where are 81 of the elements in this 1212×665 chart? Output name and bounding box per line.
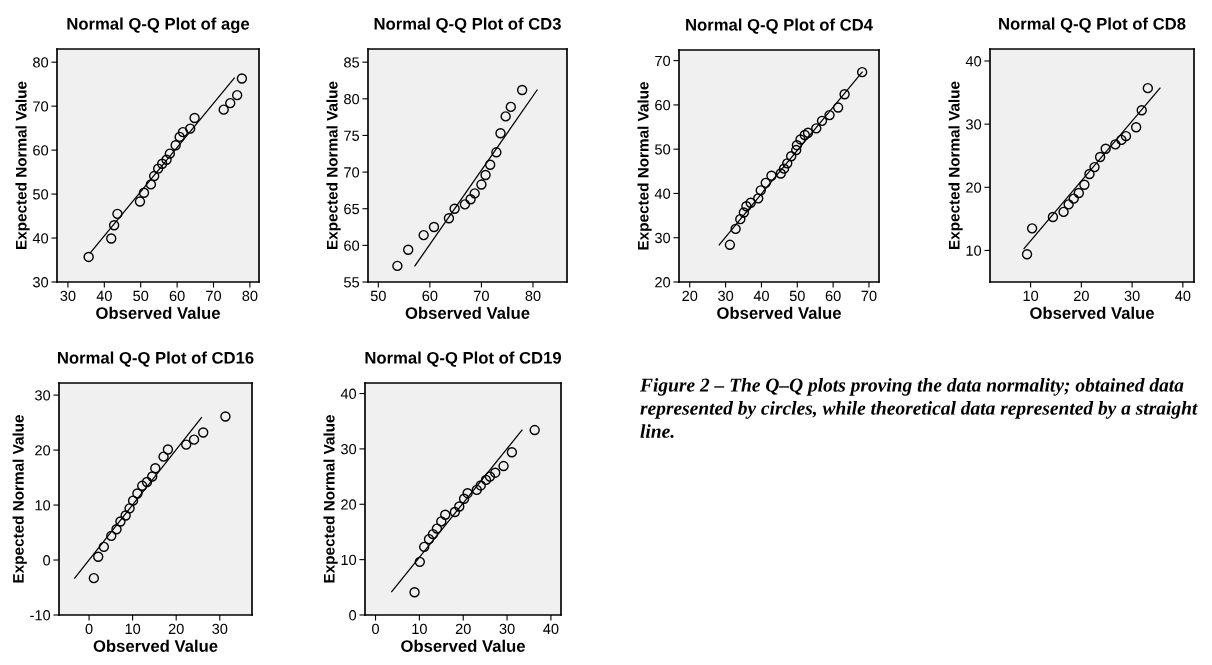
chart-title: Normal Q-Q Plot of age: [67, 17, 250, 34]
y-tick-label: 40: [965, 56, 982, 67]
y-tick-label: 40: [654, 188, 671, 199]
y-tick-label: 30: [33, 277, 49, 288]
y-tick-label: -10: [30, 610, 51, 621]
x-tick-label: 50: [789, 290, 805, 302]
y-tick-label: 65: [344, 203, 360, 215]
y-axis-title: Expected Normal Value: [15, 81, 30, 249]
x-tick-label: 10: [1023, 290, 1039, 302]
x-axis-title: Observed Value: [717, 306, 841, 319]
x-tick-label: 40: [96, 290, 112, 302]
y-tick-label: 0: [43, 555, 51, 566]
y-tick-label: 70: [33, 101, 49, 112]
x-axis-title: Observed Value: [401, 639, 525, 652]
x-tick-label: 50: [133, 290, 149, 302]
y-tick-label: 70: [655, 55, 671, 67]
x-tick-label: 10: [125, 623, 141, 635]
x-tick-label: 30: [718, 290, 734, 302]
x-tick-label: 0: [85, 623, 93, 635]
y-axis-title: Expected Normal Value: [323, 415, 338, 583]
x-tick-label: 60: [422, 290, 438, 302]
x-tick-label: 30: [499, 623, 515, 635]
y-tick-label: 10: [966, 245, 982, 256]
x-tick-label: 40: [753, 290, 769, 302]
y-tick-label: 20: [655, 277, 671, 288]
y-tick-label: 70: [344, 167, 360, 178]
y-tick-label: 60: [655, 100, 671, 111]
x-tick-label: 40: [1175, 290, 1191, 302]
x-tick-label: 20: [1073, 290, 1089, 302]
y-tick-label: 30: [966, 119, 982, 130]
y-tick-label: 30: [655, 232, 671, 244]
x-tick-label: 0: [372, 623, 380, 635]
y-tick-label: 0: [349, 610, 357, 621]
x-tick-label: 80: [242, 290, 258, 302]
y-tick-label: 55: [344, 277, 360, 288]
y-tick-label: 50: [33, 189, 49, 200]
x-tick-label: 70: [206, 290, 222, 302]
x-tick-label: 40: [543, 623, 559, 635]
x-axis-title: Observed Value: [93, 639, 218, 652]
x-tick-label: 50: [370, 290, 386, 302]
y-tick-label: 60: [344, 240, 360, 251]
x-tick-label: 60: [825, 290, 841, 302]
y-tick-label: 30: [35, 390, 51, 401]
x-tick-label: 70: [474, 290, 489, 302]
y-axis-title: Expected Normal Value: [948, 81, 963, 249]
y-tick-label: 10: [35, 500, 51, 511]
x-tick-label: 30: [212, 623, 228, 635]
x-tick-label: 20: [455, 623, 471, 635]
x-axis-title: Observed Value: [405, 306, 530, 319]
chart-title: Normal Q-Q Plot of CD16: [58, 351, 254, 367]
chart-title: Normal Q-Q Plot of CD19: [365, 351, 562, 367]
y-axis-title: Expected Normal Value: [637, 82, 652, 250]
y-tick-label: 85: [344, 57, 360, 68]
x-tick-label: 30: [60, 290, 76, 302]
y-tick-label: 80: [344, 93, 360, 105]
y-tick-label: 20: [966, 182, 982, 193]
y-axis-title: Expected Normal Value: [326, 81, 341, 249]
x-tick-label: 60: [169, 290, 185, 302]
chart-title: Normal Q-Q Plot of CD8: [999, 17, 1186, 33]
x-tick-label: 80: [525, 290, 541, 302]
x-tick-label: 20: [168, 623, 184, 635]
x-axis-title: Observed Value: [96, 306, 220, 319]
y-tick-label: 40: [32, 233, 49, 244]
y-tick-label: 40: [340, 388, 357, 399]
chart-title: Normal Q-Q Plot of CD3: [374, 17, 561, 33]
x-axis-title: Observed Value: [1030, 306, 1154, 319]
y-tick-label: 50: [655, 144, 671, 155]
x-tick-label: 70: [861, 290, 877, 302]
y-tick-label: 80: [33, 57, 49, 68]
y-tick-label: 75: [344, 130, 360, 141]
x-tick-label: 20: [682, 290, 698, 302]
y-tick-label: 20: [341, 499, 357, 510]
y-tick-label: 10: [341, 554, 357, 566]
y-tick-label: 20: [35, 445, 51, 456]
x-tick-label: 30: [1124, 290, 1140, 302]
caption: Figure 2 – The Q–Q plots proving the data normality; obtained data represented by circles, while theoretical data represented by a straight line.: [639, 378, 1198, 438]
y-axis-title: Expected Normal Value: [12, 415, 27, 583]
y-tick-label: 30: [341, 443, 357, 455]
chart-title: Normal Q-Q Plot of CD4: [686, 18, 873, 34]
y-tick-label: 60: [33, 145, 49, 156]
x-tick-label: 10: [412, 623, 427, 635]
